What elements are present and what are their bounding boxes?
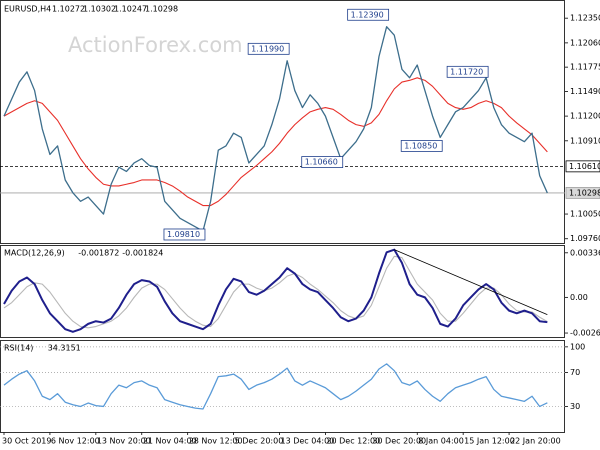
indicator-title: RSI(14)	[4, 344, 33, 353]
level-label: 1.10610	[569, 162, 600, 171]
price-annotation: 1.11720	[450, 67, 483, 76]
price-annotation-box	[347, 8, 390, 21]
price-annotation-box	[446, 65, 489, 78]
y-tick-label: -0.002691	[570, 329, 600, 338]
y-tick-label: 1.11490	[570, 87, 600, 96]
ohlc-value: 1.10272	[52, 5, 85, 14]
y-tick-label: 1.11200	[570, 112, 600, 121]
x-tick-label: 20 Dec 12:00	[326, 437, 380, 446]
y-tick-label: 30	[570, 402, 580, 411]
price-annotation: 1.10850	[404, 141, 437, 150]
price-annotation-box	[301, 156, 344, 168]
series-line	[3, 26, 548, 232]
y-tick-label: 0.003362	[570, 248, 600, 257]
indicator-title: MACD(12,26,9)	[4, 249, 65, 258]
series-line	[3, 248, 548, 333]
price-annotation-box	[163, 228, 206, 241]
x-tick-label: 15 Jan 12:00	[464, 437, 515, 446]
x-tick-label: 13 Dec 04:00	[281, 437, 335, 446]
ohlc-value: 1.10302	[83, 5, 116, 14]
y-tick-label: 1.10910	[570, 136, 600, 145]
watermark: ActionForex.com	[68, 33, 243, 57]
x-tick-label: 30 Oct 2019	[2, 437, 51, 446]
level-label-box	[565, 160, 600, 173]
panel-frame	[0, 340, 565, 433]
ohlc-value: 1.10247	[114, 5, 147, 14]
series-line	[3, 255, 548, 329]
price-annotation-box	[400, 140, 443, 152]
y-tick-label: 100	[570, 342, 585, 351]
panel-frame	[0, 245, 565, 338]
x-tick-label: 6 Nov 12:00	[51, 437, 100, 446]
x-tick-label: 8 Jan 04:00	[418, 437, 464, 446]
indicator-value: 34.3151	[48, 344, 81, 353]
current-price-label: 1.10298	[569, 188, 600, 197]
y-tick-label: 70	[570, 368, 580, 377]
y-tick-label: 0.00	[570, 293, 588, 302]
x-tick-label: 21 Nov 04:00	[143, 437, 197, 446]
symbol-header: EURUSD,H4	[4, 5, 51, 14]
series-line	[3, 363, 548, 410]
y-tick-label: 1.12350	[570, 14, 600, 23]
trendline	[394, 249, 548, 315]
price-annotation: 1.11990	[251, 44, 284, 53]
price-annotation: 1.09810	[167, 230, 200, 239]
price-annotation: 1.12390	[351, 10, 384, 19]
y-tick-label: 1.12060	[570, 38, 600, 47]
indicator-value: -0.001824	[122, 249, 163, 258]
x-tick-label: 30 Dec 20:00	[372, 437, 426, 446]
y-tick-label: 1.09760	[570, 234, 600, 243]
x-tick-label: 28 Nov 12:00	[189, 437, 243, 446]
y-tick-label: 1.10050	[570, 210, 600, 219]
series-line	[3, 77, 548, 207]
x-tick-label: 5 Dec 20:00	[235, 437, 284, 446]
x-tick-label: 13 Nov 20:00	[97, 437, 151, 446]
indicator-value: -0.001872	[78, 249, 119, 258]
price-annotation-box	[247, 42, 290, 55]
panel-frame	[0, 0, 565, 244]
x-tick-label: 22 Jan 20:00	[510, 437, 561, 446]
ohlc-value: 1.10298	[145, 5, 178, 14]
current-price-box	[565, 187, 600, 199]
y-tick-label: 1.11775	[570, 63, 600, 72]
price-annotation: 1.10660	[305, 158, 338, 167]
